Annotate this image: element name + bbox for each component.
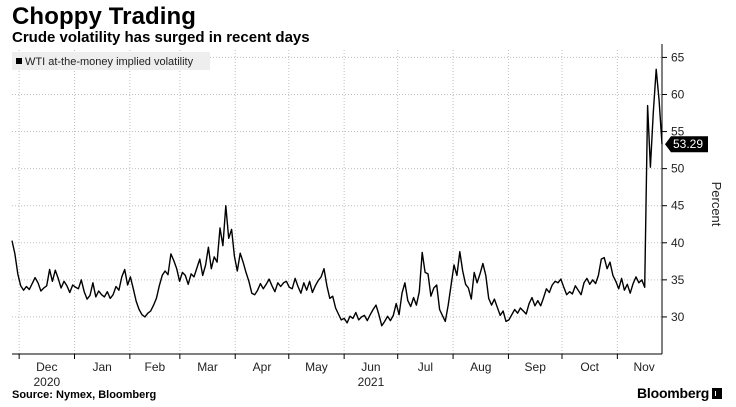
y-axis-label: Percent	[709, 182, 724, 227]
x-tick-label: Aug	[470, 360, 491, 374]
brand-logo: Bloomberg	[637, 385, 723, 401]
series-line-wti-implied-volatility	[11, 68, 663, 327]
last-value-box	[665, 136, 708, 153]
y-tick-label: 65	[671, 50, 685, 64]
y-tick-label: 35	[671, 273, 685, 287]
x-tick-label: May	[305, 360, 328, 374]
y-tick-label: 30	[671, 310, 685, 324]
last-value-label: 53.29	[673, 137, 703, 151]
bloomberg-mark-icon	[712, 388, 723, 399]
last-value-callout: 53.29	[665, 136, 708, 153]
y-tick-label: 50	[671, 162, 685, 176]
x-year-label: 2021	[358, 375, 385, 389]
y-tick-label: 55	[671, 125, 685, 139]
legend: WTI at-the-money implied volatility	[12, 52, 210, 70]
x-tick-label: Jun	[361, 360, 380, 374]
y-tick-label: 40	[671, 236, 685, 250]
brand-name: Bloomberg	[637, 385, 710, 401]
x-tick-label: Mar	[197, 360, 218, 374]
source-note: Source: Nymex, Bloomberg	[12, 389, 157, 401]
x-tick-label: Apr	[253, 360, 272, 374]
x-tick-label: Jan	[92, 360, 111, 374]
x-tick-label: Feb	[145, 360, 166, 374]
x-tick-label: Jul	[418, 360, 433, 374]
y-tick-label: 60	[671, 87, 685, 101]
legend-label: WTI at-the-money implied volatility	[25, 56, 194, 68]
chart-title: Choppy Trading	[12, 3, 197, 30]
x-year-label: 2020	[33, 375, 60, 389]
chart-subtitle: Crude volatility has surged in recent da…	[12, 29, 310, 46]
x-tick-label: Oct	[580, 360, 599, 374]
x-tick-label: Sep	[525, 360, 547, 374]
y-axis-ticks: 30 35 40 45 50 55 60 65	[662, 50, 685, 324]
y-tick-label: 45	[671, 199, 685, 213]
x-tick-label: Dec	[36, 360, 57, 374]
grid	[12, 56, 662, 318]
x-tick-label: Nov	[633, 360, 654, 374]
legend-background	[12, 52, 210, 70]
legend-swatch	[16, 58, 22, 64]
